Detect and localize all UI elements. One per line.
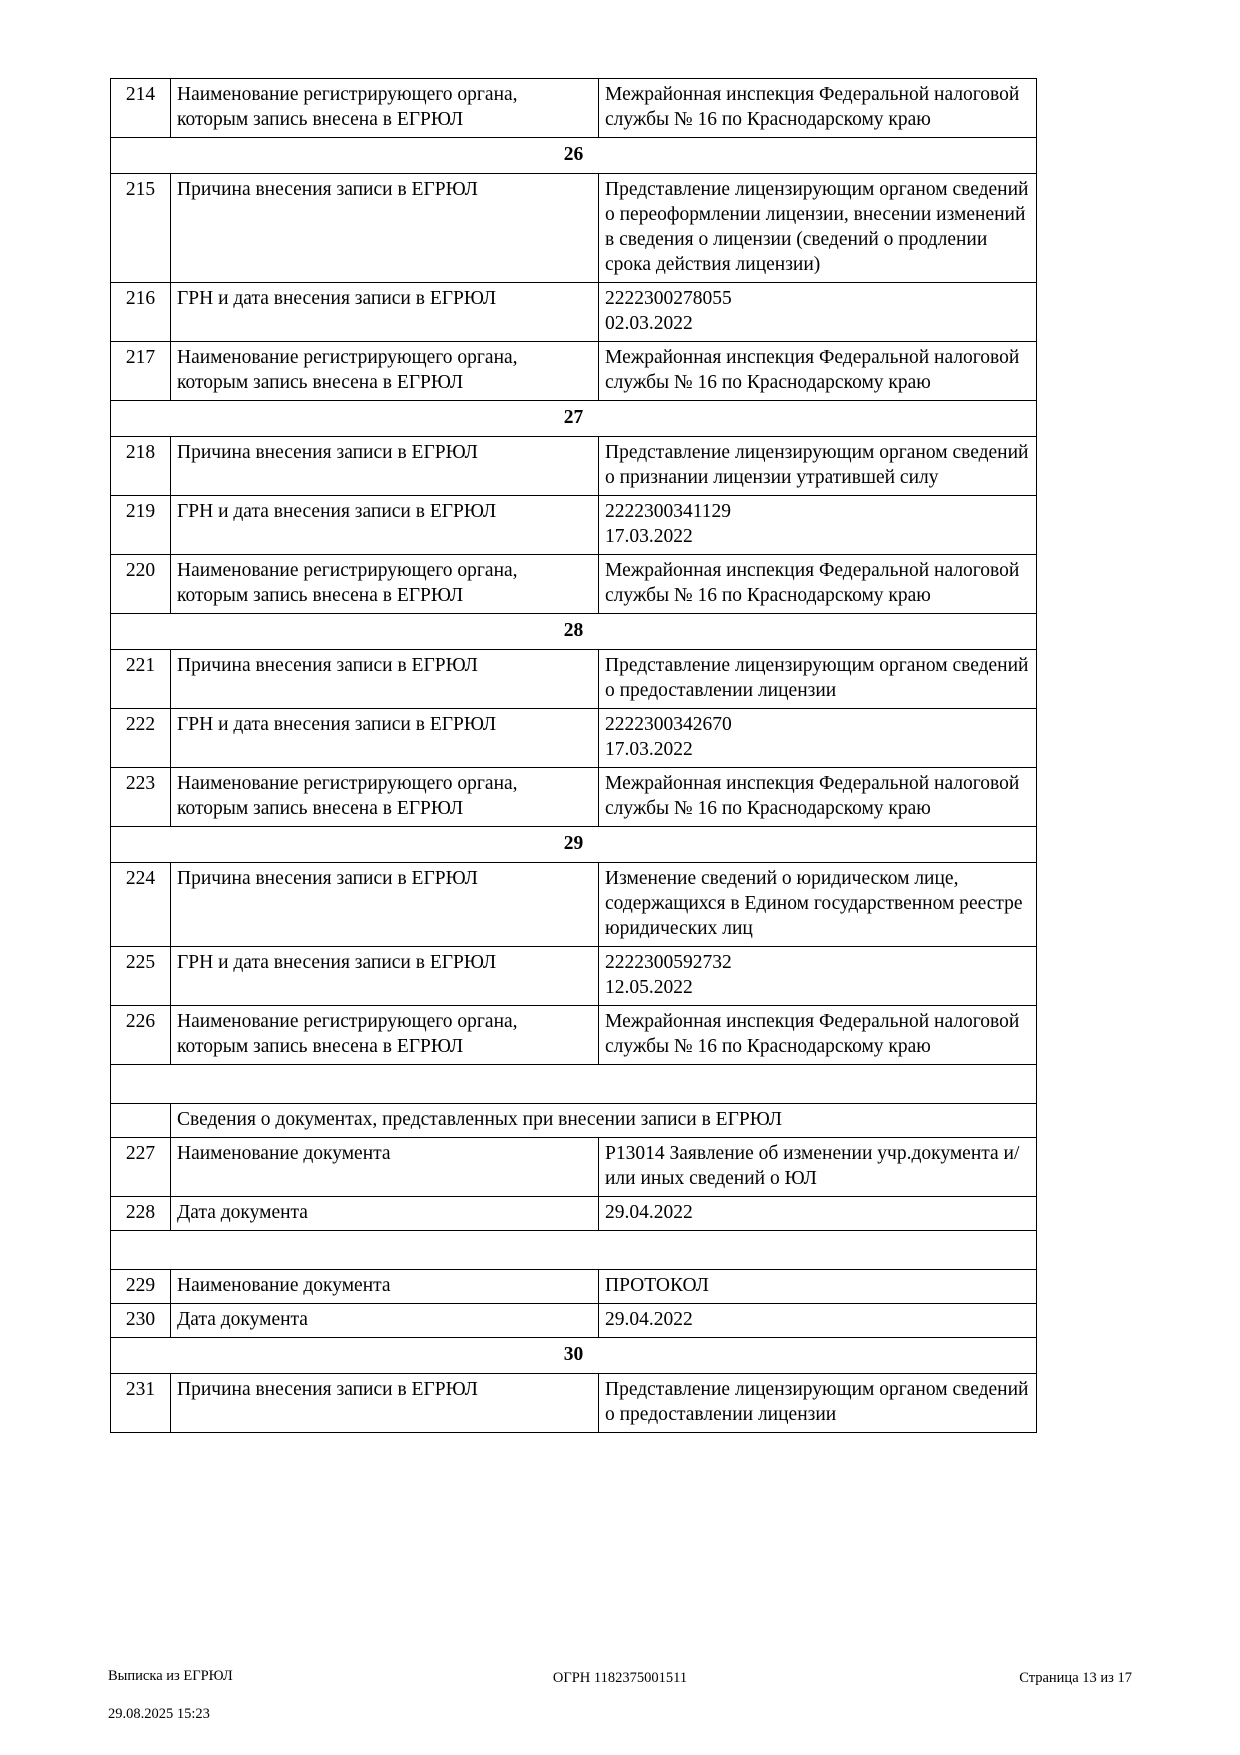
- table-row: 224 Причина внесения записи в ЕГРЮЛ Изме…: [110, 862, 1037, 947]
- table-row: 216 ГРН и дата внесения записи в ЕГРЮЛ 2…: [110, 282, 1037, 342]
- row-value: 29.04.2022: [598, 1196, 1037, 1231]
- table-row: 230 Дата документа 29.04.2022: [110, 1303, 1037, 1338]
- row-number: 228: [110, 1196, 171, 1231]
- table-row: 226 Наименование регистрирующего органа,…: [110, 1005, 1037, 1065]
- row-number: 226: [110, 1005, 171, 1065]
- row-label: ГРН и дата внесения записи в ЕГРЮЛ: [170, 946, 599, 1006]
- row-label: ГРН и дата внесения записи в ЕГРЮЛ: [170, 282, 599, 342]
- row-value: Изменение сведений о юридическом лице, с…: [598, 862, 1037, 947]
- group-band: 26: [110, 137, 1037, 174]
- row-label: Наименование регистрирующего органа, кот…: [170, 767, 599, 827]
- row-value: Межрайонная инспекция Федеральной налого…: [598, 341, 1037, 401]
- row-value: Представление лицензирующим органом свед…: [598, 436, 1037, 496]
- row-value: 2222300278055 02.03.2022: [598, 282, 1037, 342]
- egrul-records-table: 214 Наименование регистрирующего органа,…: [110, 78, 1037, 1433]
- row-value: ПРОТОКОЛ: [598, 1269, 1037, 1304]
- spacer-cell: [110, 1230, 1037, 1270]
- spacer-band: [110, 1230, 1037, 1270]
- group-band: 30: [110, 1337, 1037, 1374]
- row-value: Межрайонная инспекция Федеральной налого…: [598, 1005, 1037, 1065]
- row-number: 223: [110, 767, 171, 827]
- group-number: 28: [110, 613, 1037, 650]
- row-number: 230: [110, 1303, 171, 1338]
- group-band: 29: [110, 826, 1037, 863]
- row-number: 222: [110, 708, 171, 768]
- row-number: 221: [110, 649, 171, 709]
- row-label: Причина внесения записи в ЕГРЮЛ: [170, 862, 599, 947]
- row-number-empty: [110, 1103, 171, 1138]
- row-value: 2222300341129 17.03.2022: [598, 495, 1037, 555]
- table-row: 227 Наименование документа Р13014 Заявле…: [110, 1137, 1037, 1197]
- row-value: Межрайонная инспекция Федеральной налого…: [598, 767, 1037, 827]
- spacer-band: [110, 1064, 1037, 1104]
- row-label: Дата документа: [170, 1196, 599, 1231]
- row-label: Причина внесения записи в ЕГРЮЛ: [170, 173, 599, 283]
- row-value: Представление лицензирующим органом свед…: [598, 1373, 1037, 1433]
- table-row: 219 ГРН и дата внесения записи в ЕГРЮЛ 2…: [110, 495, 1037, 555]
- table-row: 223 Наименование регистрирующего органа,…: [110, 767, 1037, 827]
- row-number: 224: [110, 862, 171, 947]
- spacer-cell: [110, 1064, 1037, 1104]
- section-caption: Сведения о документах, представленных пр…: [170, 1103, 1037, 1138]
- row-label: Причина внесения записи в ЕГРЮЛ: [170, 1373, 599, 1433]
- group-band: 28: [110, 613, 1037, 650]
- row-value: Р13014 Заявление об изменении учр.докуме…: [598, 1137, 1037, 1197]
- row-value: Представление лицензирующим органом свед…: [598, 649, 1037, 709]
- row-label: ГРН и дата внесения записи в ЕГРЮЛ: [170, 708, 599, 768]
- table-row: 228 Дата документа 29.04.2022: [110, 1196, 1037, 1231]
- row-number: 218: [110, 436, 171, 496]
- row-label: Дата документа: [170, 1303, 599, 1338]
- row-number: 216: [110, 282, 171, 342]
- row-value: 2222300342670 17.03.2022: [598, 708, 1037, 768]
- row-label: Наименование регистрирующего органа, кот…: [170, 78, 599, 138]
- table-row: 229 Наименование документа ПРОТОКОЛ: [110, 1269, 1037, 1304]
- table-row: 222 ГРН и дата внесения записи в ЕГРЮЛ 2…: [110, 708, 1037, 768]
- table-row: 215 Причина внесения записи в ЕГРЮЛ Пред…: [110, 173, 1037, 283]
- row-value: Межрайонная инспекция Федеральной налого…: [598, 78, 1037, 138]
- group-number: 30: [110, 1337, 1037, 1374]
- table-row: 221 Причина внесения записи в ЕГРЮЛ Пред…: [110, 649, 1037, 709]
- row-label: Наименование регистрирующего органа, кот…: [170, 1005, 599, 1065]
- table-row: 217 Наименование регистрирующего органа,…: [110, 341, 1037, 401]
- row-value: 2222300592732 12.05.2022: [598, 946, 1037, 1006]
- row-value: 29.04.2022: [598, 1303, 1037, 1338]
- row-label: Причина внесения записи в ЕГРЮЛ: [170, 436, 599, 496]
- row-value: Межрайонная инспекция Федеральной налого…: [598, 554, 1037, 614]
- row-number: 231: [110, 1373, 171, 1433]
- footer-title: Выписка из ЕГРЮЛ: [108, 1668, 233, 1684]
- table-row: 214 Наименование регистрирующего органа,…: [110, 78, 1037, 138]
- row-label: Наименование регистрирующего органа, кот…: [170, 554, 599, 614]
- row-label: ГРН и дата внесения записи в ЕГРЮЛ: [170, 495, 599, 555]
- group-number: 26: [110, 137, 1037, 174]
- group-number: 29: [110, 826, 1037, 863]
- footer-left: Выписка из ЕГРЮЛ 29.08.2025 15:23: [108, 1648, 233, 1743]
- footer-ogrn: ОГРН 1182375001511: [552, 1670, 688, 1686]
- row-number: 229: [110, 1269, 171, 1304]
- page-footer: Выписка из ЕГРЮЛ 29.08.2025 15:23 ОГРН 1…: [0, 1648, 1240, 1722]
- row-label: Наименование документа: [170, 1137, 599, 1197]
- row-number: 215: [110, 173, 171, 283]
- row-number: 227: [110, 1137, 171, 1197]
- row-value: Представление лицензирующим органом свед…: [598, 173, 1037, 283]
- section-caption-row: Сведения о документах, представленных пр…: [110, 1103, 1037, 1138]
- row-number: 225: [110, 946, 171, 1006]
- row-number: 219: [110, 495, 171, 555]
- row-label: Наименование регистрирующего органа, кот…: [170, 341, 599, 401]
- row-number: 220: [110, 554, 171, 614]
- row-label: Наименование документа: [170, 1269, 599, 1304]
- row-number: 214: [110, 78, 171, 138]
- table-row: 225 ГРН и дата внесения записи в ЕГРЮЛ 2…: [110, 946, 1037, 1006]
- row-label: Причина внесения записи в ЕГРЮЛ: [170, 649, 599, 709]
- row-number: 217: [110, 341, 171, 401]
- table-row: 231 Причина внесения записи в ЕГРЮЛ Пред…: [110, 1373, 1037, 1433]
- table-row: 218 Причина внесения записи в ЕГРЮЛ Пред…: [110, 436, 1037, 496]
- group-number: 27: [110, 400, 1037, 437]
- footer-page-number: Страница 13 из 17: [1019, 1670, 1132, 1686]
- table-row: 220 Наименование регистрирующего органа,…: [110, 554, 1037, 614]
- group-band: 27: [110, 400, 1037, 437]
- footer-timestamp: 29.08.2025 15:23: [108, 1706, 210, 1722]
